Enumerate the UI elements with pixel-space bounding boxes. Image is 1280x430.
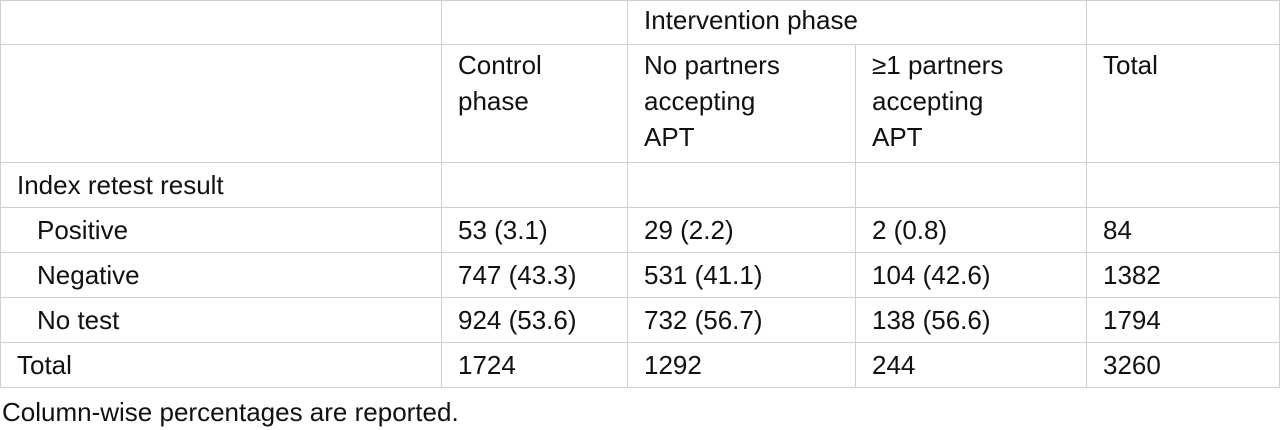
column-header: Total (1086, 44, 1280, 163)
cell: 747 (43.3) (441, 252, 628, 298)
cell: 732 (56.7) (627, 297, 856, 343)
cell (441, 162, 628, 208)
row-label: Positive (0, 207, 442, 253)
cell: 104 (42.6) (855, 252, 1087, 298)
row-label: Total (0, 342, 442, 388)
cell: 2 (0.8) (855, 207, 1087, 253)
section-row: Index retest result (0, 162, 1280, 208)
body: Positive 53 (3.1) 29 (2.2) 2 (0.8) 84 Negativ… (0, 207, 1280, 388)
cell (441, 0, 628, 45)
header-row: Intervention phase (0, 0, 1280, 45)
cell: 53 (3.1) (441, 207, 628, 253)
section-label: Index retest result (0, 162, 442, 208)
table-row: Positive 53 (3.1) 29 (2.2) 2 (0.8) 84 (0, 207, 1280, 253)
data-table: Intervention phase Control phase No part… (0, 0, 1280, 388)
table-row: No test 924 (53.6) 732 (56.7) 138 (56.6) 179… (0, 297, 1280, 343)
cell (1086, 162, 1280, 208)
header-row: Control phase No partners accepting APT … (0, 44, 1280, 163)
footnote: Column-wise percentages are reported. (2, 397, 459, 427)
cell: 924 (53.6) (441, 297, 628, 343)
row-label: Negative (0, 252, 442, 298)
cell (1086, 0, 1280, 45)
group-header: Intervention phase (627, 0, 1087, 45)
cell: 1794 (1086, 297, 1280, 343)
cell: 531 (41.1) (627, 252, 856, 298)
cell: 244 (855, 342, 1087, 388)
column-header: No partners accepting APT (627, 44, 856, 163)
cell (855, 162, 1087, 208)
column-header: ≥1 partners accepting APT (855, 44, 1087, 163)
cell: 1292 (627, 342, 856, 388)
cell: 138 (56.6) (855, 297, 1087, 343)
cell: 29 (2.2) (627, 207, 856, 253)
cell: 1382 (1086, 252, 1280, 298)
cell (0, 0, 442, 45)
cell (0, 44, 442, 163)
row-label: No test (0, 297, 442, 343)
table-row: Negative 747 (43.3) 531 (41.1) 104 (42.6) 13… (0, 252, 1280, 298)
cell: 84 (1086, 207, 1280, 253)
cell (627, 162, 856, 208)
cell: 1724 (441, 342, 628, 388)
column-header: Control phase (441, 44, 628, 163)
cell: 3260 (1086, 342, 1280, 388)
table-row: Total 1724 1292 244 3260 (0, 342, 1280, 388)
